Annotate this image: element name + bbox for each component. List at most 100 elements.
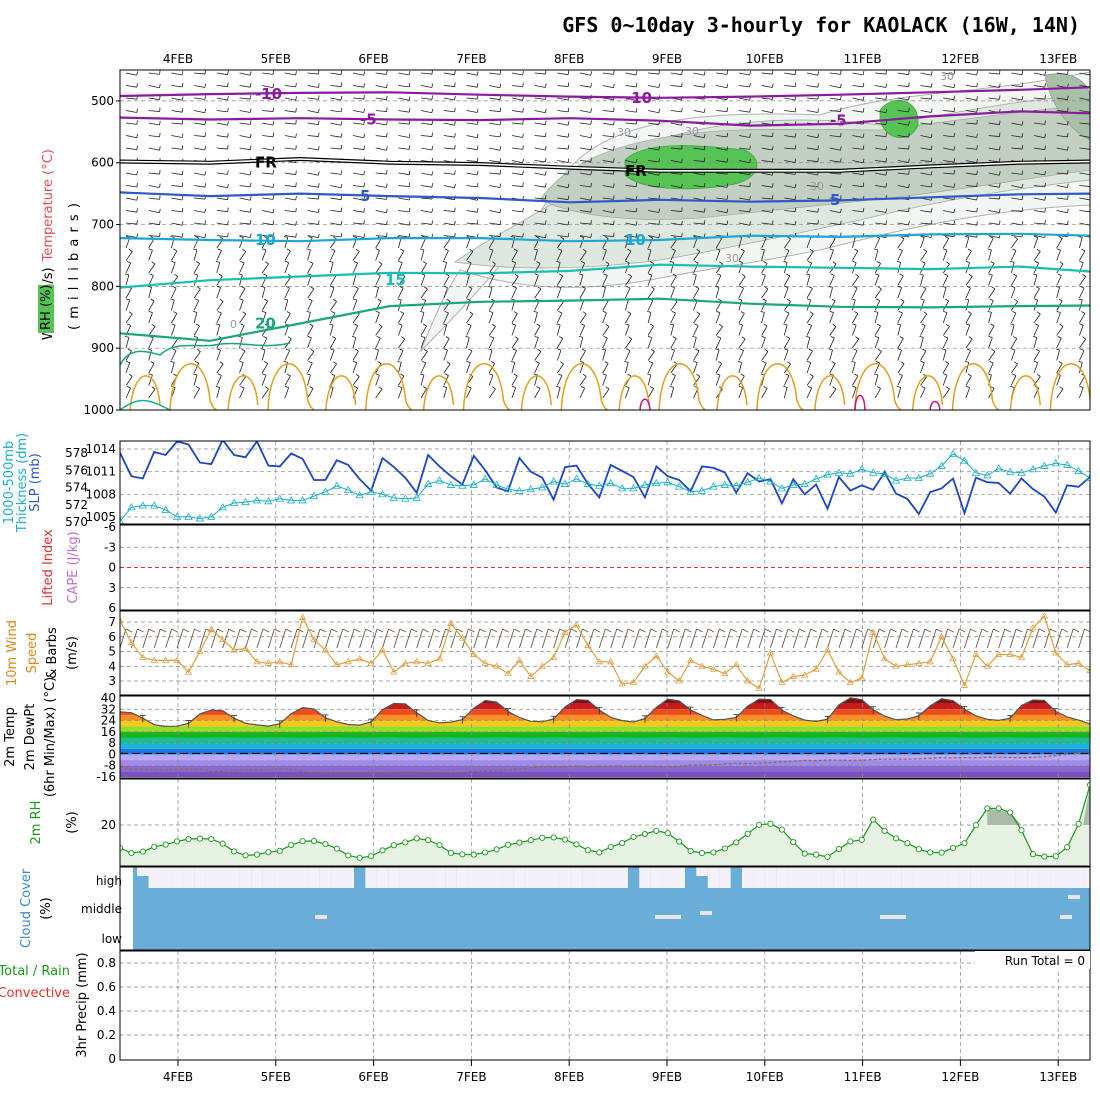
thickness-point xyxy=(777,484,787,492)
wind-barb xyxy=(920,85,932,88)
wind-barb-feather xyxy=(331,248,336,251)
surface-wind-barb-feather xyxy=(582,628,589,633)
wind10-axis-title: (m/s) xyxy=(65,636,80,670)
wind-barb xyxy=(171,350,177,361)
wind-barb xyxy=(1079,172,1090,176)
wind-barb xyxy=(284,210,296,213)
temperature-contour-line xyxy=(120,297,1090,342)
wind-barb-feather xyxy=(340,133,343,138)
wind-barb-feather xyxy=(172,348,177,351)
surface-wind-barb xyxy=(507,628,515,649)
wind-barb-feather xyxy=(945,361,949,364)
wind-barb-feather xyxy=(454,107,456,112)
surface-wind-barb xyxy=(176,628,184,649)
wind-barb xyxy=(352,72,364,76)
wind-barb xyxy=(148,210,160,214)
wind-barb-feather xyxy=(930,71,933,76)
wind-barb xyxy=(1056,312,1061,324)
wind-speed-point xyxy=(447,619,455,626)
wind-speed-point xyxy=(378,646,387,653)
wind-barb xyxy=(556,350,562,361)
wind-barb-feather xyxy=(772,120,774,125)
wind-barb xyxy=(852,250,859,261)
wind-tick-label: 7 xyxy=(108,615,116,629)
wind-barb xyxy=(716,210,728,214)
wind-barb xyxy=(943,97,955,101)
surface-wind-barb-feather xyxy=(194,628,201,633)
wind-barb xyxy=(988,197,1000,200)
wind-barb-feather xyxy=(1013,336,1017,339)
wind-barb-feather xyxy=(567,158,570,163)
wind-barb-feather xyxy=(262,310,267,314)
wind-barb xyxy=(239,350,246,361)
wind-barb-feather xyxy=(272,195,275,200)
wind-barb xyxy=(670,387,675,399)
wind-barb-feather xyxy=(946,261,950,265)
wind-barb xyxy=(897,375,903,386)
thickness-point xyxy=(983,471,992,479)
wind-barb-feather xyxy=(671,310,676,314)
wind-barb xyxy=(761,72,773,75)
temperature-contour-line xyxy=(120,263,1090,289)
wind-barb-feather xyxy=(309,323,314,327)
wind-barb-feather xyxy=(544,171,547,176)
surface-wind-barb-feather xyxy=(593,628,601,633)
temp-contour-25 xyxy=(618,375,650,410)
surface-wind-barb-feather xyxy=(742,628,749,633)
wind-barb-feather xyxy=(953,132,956,137)
wind-barb xyxy=(874,288,882,299)
wind-barb xyxy=(261,287,266,299)
wind-barb xyxy=(897,110,909,113)
wind-barb xyxy=(421,97,433,100)
wind-barb xyxy=(852,338,860,349)
precip-tick-label: 0.4 xyxy=(97,1004,116,1018)
thickness-point xyxy=(423,479,433,487)
surface-wind-barb xyxy=(359,628,367,649)
wind-barb-feather xyxy=(740,373,745,377)
wind-barb-feather xyxy=(443,348,448,351)
surface-wind-barb-feather xyxy=(1096,629,1100,632)
wind-barb xyxy=(421,135,433,137)
temp-contour-25 xyxy=(422,375,455,410)
wind-barb xyxy=(466,325,472,336)
wind-barb xyxy=(579,251,587,261)
wind-barb-feather xyxy=(295,207,297,212)
wind-barb xyxy=(1056,363,1063,374)
wind-barb-feather xyxy=(386,146,388,151)
wind-barb-feather xyxy=(897,285,902,289)
wind-barb-feather xyxy=(136,145,138,150)
wind-barb-feather xyxy=(681,158,683,163)
wind-barb-feather xyxy=(590,120,592,125)
wind-barb-feather xyxy=(283,360,288,363)
wind-barb xyxy=(1011,210,1023,212)
wind-barb xyxy=(942,349,947,361)
surface-wind-barb-feather xyxy=(936,628,943,633)
wind-barb-feather xyxy=(726,183,729,188)
wind-barb-feather xyxy=(740,311,745,314)
wind-barb xyxy=(988,97,1000,100)
wind-barb-feather xyxy=(431,108,434,113)
wind-barb xyxy=(534,362,540,374)
wind-barb-feather xyxy=(920,298,925,301)
rh-contour-label: 30 xyxy=(810,180,824,193)
wind-barb xyxy=(648,210,659,213)
wind-barb-feather xyxy=(442,385,447,388)
wind-barb-feather xyxy=(558,373,563,376)
surface-wind-barb xyxy=(986,628,994,649)
surface-wind-barb xyxy=(633,628,640,649)
wind-barb xyxy=(602,160,614,163)
wind-barb-feather xyxy=(513,248,518,252)
wind-barb xyxy=(216,147,228,150)
wind-barb-feather xyxy=(1011,285,1016,289)
wind-barb xyxy=(897,287,902,299)
wind-barb xyxy=(852,299,856,311)
surface-wind-barb xyxy=(553,628,561,649)
wind-barb xyxy=(443,238,451,249)
rh-point xyxy=(128,849,135,857)
wind-barb xyxy=(466,210,478,213)
wind-barb-feather xyxy=(719,323,723,327)
wind-speed-point xyxy=(241,644,250,651)
wind-barb xyxy=(829,197,841,200)
wind-barb xyxy=(761,388,768,399)
